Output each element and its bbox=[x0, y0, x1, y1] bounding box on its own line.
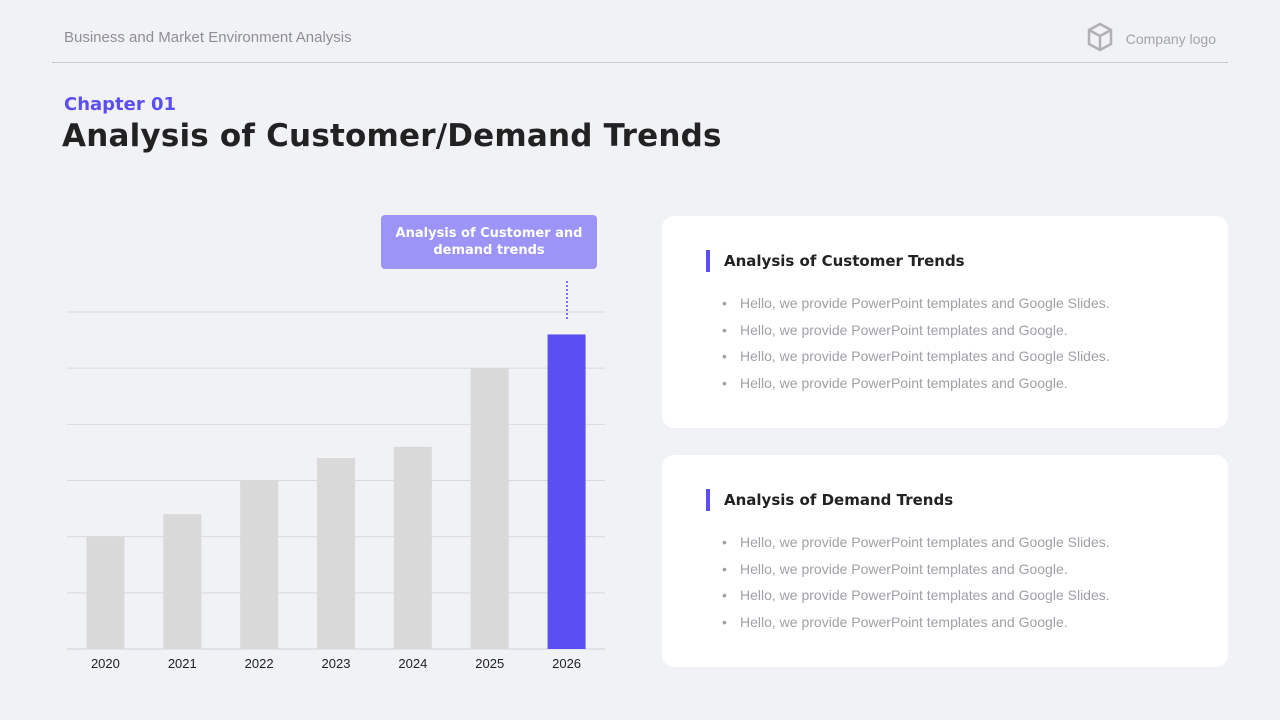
list-item: Hello, we provide PowerPoint templates a… bbox=[722, 609, 1184, 636]
callout-connector bbox=[566, 281, 568, 319]
list-item: Hello, we provide PowerPoint templates a… bbox=[722, 370, 1184, 397]
demand-trends-list: Hello, we provide PowerPoint templates a… bbox=[706, 529, 1184, 635]
page-title: Analysis of Customer/Demand Trends bbox=[62, 118, 722, 154]
header-divider bbox=[52, 62, 1228, 63]
list-item: Hello, we provide PowerPoint templates a… bbox=[722, 317, 1184, 344]
list-item: Hello, we provide PowerPoint templates a… bbox=[722, 582, 1184, 609]
list-item: Hello, we provide PowerPoint templates a… bbox=[722, 290, 1184, 317]
logo-text: Company logo bbox=[1125, 31, 1216, 47]
demand-trends-card: Analysis of Demand Trends Hello, we prov… bbox=[662, 455, 1228, 667]
company-logo: Company logo bbox=[1086, 22, 1216, 56]
list-item: Hello, we provide PowerPoint templates a… bbox=[722, 529, 1184, 556]
chart-callout: Analysis of Customer and demand trends bbox=[381, 215, 597, 269]
bar-chart-svg: 2020 2021 2022 2023 2024 2025 2026 bbox=[67, 311, 605, 671]
bar-2023 bbox=[317, 458, 355, 649]
list-item: Hello, we provide PowerPoint templates a… bbox=[722, 343, 1184, 370]
bar-2025 bbox=[470, 368, 509, 649]
x-tick-label: 2021 bbox=[168, 656, 197, 671]
customer-trends-card: Analysis of Customer Trends Hello, we pr… bbox=[662, 216, 1228, 428]
bar-2021 bbox=[163, 514, 202, 649]
x-tick-label: 2023 bbox=[322, 656, 351, 671]
demand-trends-title: Analysis of Demand Trends bbox=[724, 491, 954, 509]
accent-bar bbox=[706, 250, 710, 272]
x-tick-label: 2020 bbox=[91, 656, 120, 671]
x-tick-label: 2025 bbox=[475, 656, 504, 671]
bar-2026 bbox=[547, 334, 586, 649]
bar-2020 bbox=[86, 536, 125, 649]
x-tick-label: 2026 bbox=[552, 656, 581, 671]
bar-2024 bbox=[393, 446, 432, 649]
x-tick-label: 2022 bbox=[245, 656, 274, 671]
accent-bar bbox=[706, 489, 710, 511]
customer-trends-heading: Analysis of Customer Trends bbox=[706, 250, 1184, 272]
chapter-label: Chapter 01 bbox=[64, 94, 177, 115]
customer-trends-title: Analysis of Customer Trends bbox=[724, 252, 965, 270]
demand-trends-heading: Analysis of Demand Trends bbox=[706, 489, 1184, 511]
x-tick-label: 2024 bbox=[398, 656, 427, 671]
cube-icon bbox=[1086, 22, 1114, 56]
bar-chart: 2020 2021 2022 2023 2024 2025 2026 bbox=[0, 200, 640, 690]
list-item: Hello, we provide PowerPoint templates a… bbox=[722, 556, 1184, 583]
customer-trends-list: Hello, we provide PowerPoint templates a… bbox=[706, 290, 1184, 396]
header-title: Business and Market Environment Analysis bbox=[64, 29, 352, 46]
bar-2022 bbox=[240, 480, 279, 649]
